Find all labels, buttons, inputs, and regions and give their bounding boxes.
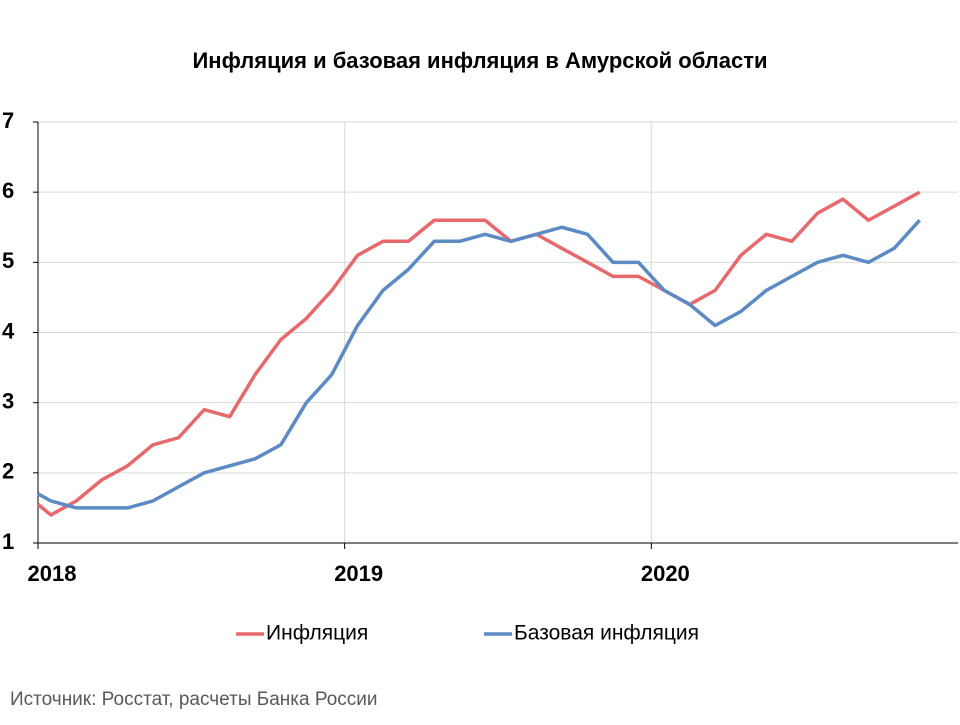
y-tick-label: 2 <box>2 459 14 484</box>
series-line <box>37 219 921 510</box>
legend-label: Базовая инфляция <box>514 622 699 645</box>
series-line <box>36 190 921 517</box>
y-tick-label: 1 <box>2 529 14 554</box>
y-tick-label: 4 <box>2 318 15 343</box>
y-tick-label: 3 <box>2 388 14 413</box>
x-tick-label: 2018 <box>28 561 77 586</box>
chart-title: Инфляция и базовая инфляция в Амурской о… <box>192 48 767 73</box>
legend-label: Инфляция <box>266 622 368 645</box>
y-tick-label: 5 <box>2 248 14 273</box>
y-tick-label: 7 <box>2 108 14 133</box>
source-note: Источник: Росстат, расчеты Банка России <box>10 689 378 710</box>
y-tick-label: 6 <box>2 178 14 203</box>
x-tick-label: 2019 <box>334 561 383 586</box>
x-tick-label: 2020 <box>641 561 690 586</box>
